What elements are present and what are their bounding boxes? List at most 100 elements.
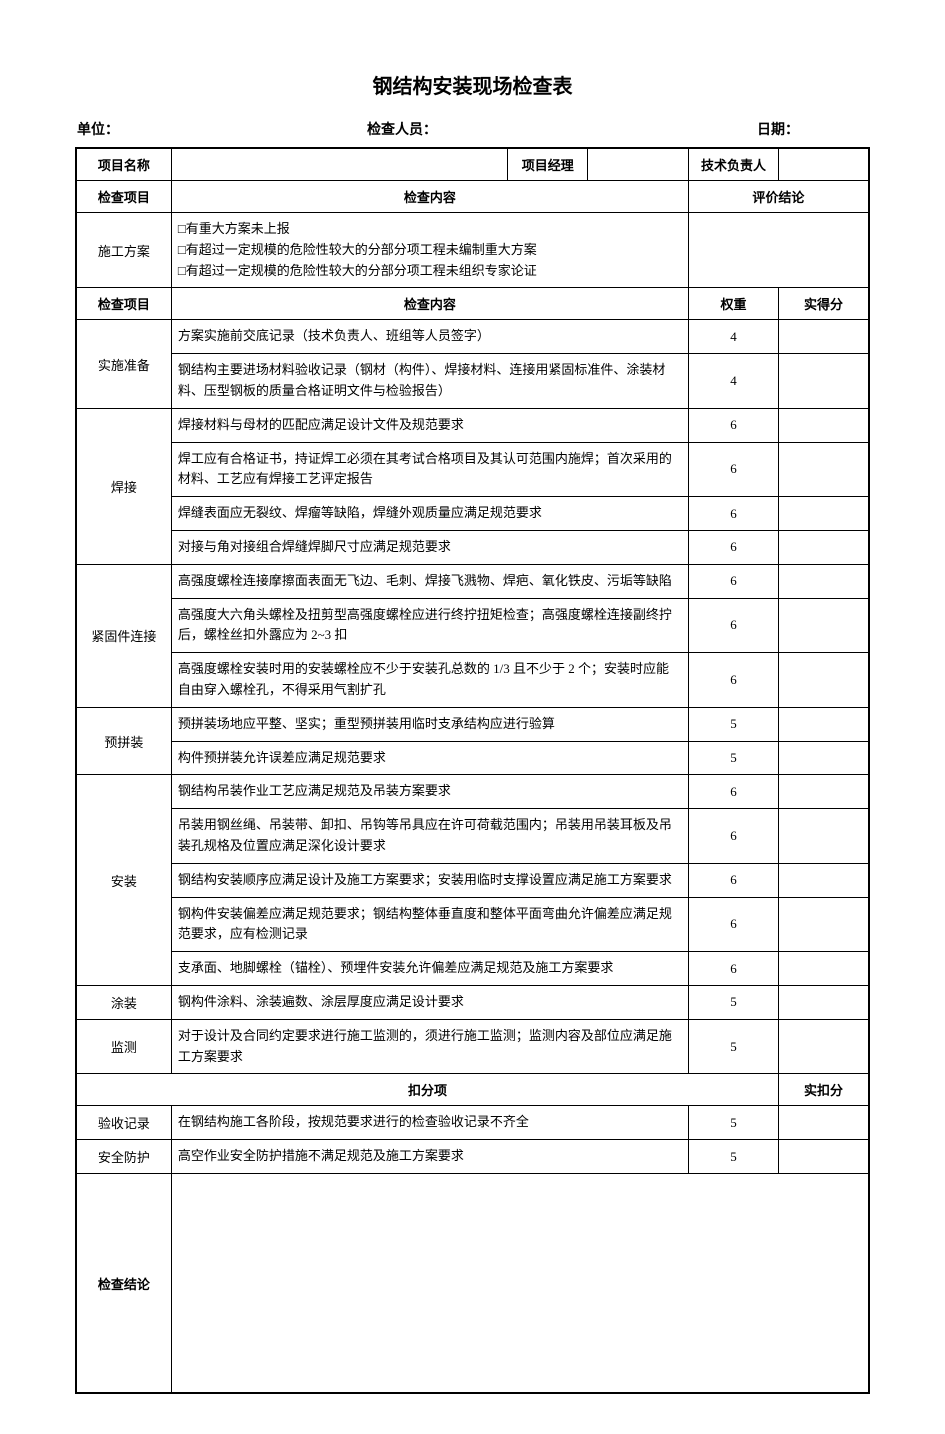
tech-lead-value[interactable] — [779, 148, 869, 181]
score-cell[interactable] — [779, 564, 869, 598]
table-row: 监测 对于设计及合同约定要求进行施工监测的，须进行施工监测；监测内容及部位应满足… — [76, 1019, 869, 1074]
table-row: 项目名称 项目经理 技术负责人 — [76, 148, 869, 181]
weight-cell: 6 — [688, 952, 778, 986]
conclusion-value[interactable] — [171, 1173, 869, 1393]
score-cell[interactable] — [779, 408, 869, 442]
score-cell[interactable] — [779, 1106, 869, 1140]
project-manager-label: 项目经理 — [508, 148, 588, 181]
table-row: 检查项目 检查内容 评价结论 — [76, 181, 869, 213]
plan-option-1[interactable]: □有重大方案未上报 — [178, 219, 682, 240]
content-cell: 钢结构安装顺序应满足设计及施工方案要求；安装用临时支撑设置应满足施工方案要求 — [171, 863, 688, 897]
weight-cell: 6 — [688, 863, 778, 897]
date-label: 日期： — [757, 119, 799, 139]
eval-conclusion-header: 评价结论 — [688, 181, 869, 213]
table-row: 预拼装 预拼装场地应平整、坚实；重型预拼装用临时支承结构应进行验算 5 — [76, 707, 869, 741]
content-cell: 吊装用钢丝绳、吊装带、卸扣、吊钩等吊具应在许可荷载范围内；吊装用吊装耳板及吊装孔… — [171, 809, 688, 864]
content-cell: 钢构件涂料、涂装遍数、涂层厚度应满足设计要求 — [171, 985, 688, 1019]
weight-cell: 6 — [688, 809, 778, 864]
table-row: 安装 钢结构吊装作业工艺应满足规范及吊装方案要求 6 — [76, 775, 869, 809]
check-content-header: 检查内容 — [171, 181, 688, 213]
score-cell[interactable] — [779, 707, 869, 741]
score-cell[interactable] — [779, 863, 869, 897]
table-row: 钢构件安装偏差应满足规范要求；钢结构整体垂直度和整体平面弯曲允许偏差应满足规范要… — [76, 897, 869, 952]
score-cell[interactable] — [779, 530, 869, 564]
weight-cell: 6 — [688, 897, 778, 952]
weight-cell: 6 — [688, 442, 778, 497]
table-row: 吊装用钢丝绳、吊装带、卸扣、吊钩等吊具应在许可荷载范围内；吊装用吊装耳板及吊装孔… — [76, 809, 869, 864]
category-cell: 验收记录 — [76, 1106, 171, 1140]
category-cell: 实施准备 — [76, 320, 171, 408]
check-item-header-2: 检查项目 — [76, 288, 171, 320]
category-cell: 预拼装 — [76, 707, 171, 775]
weight-cell: 5 — [688, 741, 778, 775]
table-row: 检查结论 — [76, 1173, 869, 1393]
table-row: 检查项目 检查内容 权重 实得分 — [76, 288, 869, 320]
score-cell[interactable] — [779, 741, 869, 775]
table-row: 高强度大六角头螺栓及扭剪型高强度螺栓应进行终拧扭矩检查；高强度螺栓连接副终拧后，… — [76, 598, 869, 653]
score-cell[interactable] — [779, 497, 869, 531]
weight-cell: 5 — [688, 1106, 778, 1140]
content-cell: 方案实施前交底记录（技术负责人、班组等人员签字） — [171, 320, 688, 354]
tech-lead-label: 技术负责人 — [688, 148, 778, 181]
weight-cell: 5 — [688, 1019, 778, 1074]
category-cell: 监测 — [76, 1019, 171, 1074]
plan-category: 施工方案 — [76, 213, 171, 288]
plan-option-3[interactable]: □有超过一定规模的危险性较大的分部分项工程未组织专家论证 — [178, 261, 682, 282]
category-cell: 安装 — [76, 775, 171, 986]
content-cell: 高空作业安全防护措施不满足规范及施工方案要求 — [171, 1140, 688, 1174]
check-content-header-2: 检查内容 — [171, 288, 688, 320]
weight-cell: 4 — [688, 320, 778, 354]
score-cell[interactable] — [779, 442, 869, 497]
inspector-label: 检查人员： — [367, 119, 757, 139]
table-row: 钢结构主要进场材料验收记录（钢材（构件）、焊接材料、连接用紧固标准件、涂装材料、… — [76, 354, 869, 409]
content-cell: 钢结构主要进场材料验收记录（钢材（构件）、焊接材料、连接用紧固标准件、涂装材料、… — [171, 354, 688, 409]
content-cell: 对接与角对接组合焊缝焊脚尺寸应满足规范要求 — [171, 530, 688, 564]
score-cell[interactable] — [779, 1140, 869, 1174]
score-cell[interactable] — [779, 775, 869, 809]
check-item-header: 检查项目 — [76, 181, 171, 213]
unit-label: 单位： — [77, 119, 367, 139]
score-cell[interactable] — [779, 952, 869, 986]
content-cell: 焊工应有合格证书，持证焊工必须在其考试合格项目及其认可范围内施焊；首次采用的材料… — [171, 442, 688, 497]
weight-cell: 4 — [688, 354, 778, 409]
page-title: 钢结构安装现场检查表 — [75, 70, 870, 99]
score-cell[interactable] — [779, 809, 869, 864]
category-cell: 焊接 — [76, 408, 171, 564]
top-line: 单位： 检查人员： 日期： — [75, 119, 870, 139]
weight-cell: 5 — [688, 1140, 778, 1174]
weight-cell: 6 — [688, 530, 778, 564]
weight-cell: 6 — [688, 775, 778, 809]
score-cell[interactable] — [779, 1019, 869, 1074]
weight-cell: 6 — [688, 408, 778, 442]
plan-eval[interactable] — [688, 213, 869, 288]
table-row: 对接与角对接组合焊缝焊脚尺寸应满足规范要求 6 — [76, 530, 869, 564]
content-cell: 高强度螺栓安装时用的安装螺栓应不少于安装孔总数的 1/3 且不少于 2 个；安装… — [171, 653, 688, 708]
score-cell[interactable] — [779, 598, 869, 653]
content-cell: 支承面、地脚螺栓（锚栓）、预埋件安装允许偏差应满足规范及施工方案要求 — [171, 952, 688, 986]
score-cell[interactable] — [779, 653, 869, 708]
content-cell: 构件预拼装允许误差应满足规范要求 — [171, 741, 688, 775]
table-row: 涂装 钢构件涂料、涂装遍数、涂层厚度应满足设计要求 5 — [76, 985, 869, 1019]
project-name-value[interactable] — [171, 148, 507, 181]
weight-cell: 6 — [688, 564, 778, 598]
content-cell: 对于设计及合同约定要求进行施工监测的，须进行施工监测；监测内容及部位应满足施工方… — [171, 1019, 688, 1074]
content-cell: 焊接材料与母材的匹配应满足设计文件及规范要求 — [171, 408, 688, 442]
plan-option-2[interactable]: □有超过一定规模的危险性较大的分部分项工程未编制重大方案 — [178, 240, 682, 261]
table-row: 焊工应有合格证书，持证焊工必须在其考试合格项目及其认可范围内施焊；首次采用的材料… — [76, 442, 869, 497]
table-row: 紧固件连接 高强度螺栓连接摩擦面表面无飞边、毛刺、焊接飞溅物、焊疤、氧化铁皮、污… — [76, 564, 869, 598]
table-row: 安全防护 高空作业安全防护措施不满足规范及施工方案要求 5 — [76, 1140, 869, 1174]
checklist-table: 项目名称 项目经理 技术负责人 检查项目 检查内容 评价结论 施工方案 □有重大… — [75, 147, 870, 1394]
score-cell[interactable] — [779, 897, 869, 952]
score-cell[interactable] — [779, 985, 869, 1019]
deduct-score-header: 实扣分 — [779, 1074, 869, 1106]
score-cell[interactable] — [779, 354, 869, 409]
content-cell: 钢构件安装偏差应满足规范要求；钢结构整体垂直度和整体平面弯曲允许偏差应满足规范要… — [171, 897, 688, 952]
content-cell: 钢结构吊装作业工艺应满足规范及吊装方案要求 — [171, 775, 688, 809]
weight-cell: 5 — [688, 985, 778, 1019]
project-manager-value[interactable] — [588, 148, 688, 181]
table-row: 高强度螺栓安装时用的安装螺栓应不少于安装孔总数的 1/3 且不少于 2 个；安装… — [76, 653, 869, 708]
table-row: 钢结构安装顺序应满足设计及施工方案要求；安装用临时支撑设置应满足施工方案要求 6 — [76, 863, 869, 897]
weight-cell: 6 — [688, 653, 778, 708]
content-cell: 高强度大六角头螺栓及扭剪型高强度螺栓应进行终拧扭矩检查；高强度螺栓连接副终拧后，… — [171, 598, 688, 653]
score-cell[interactable] — [779, 320, 869, 354]
